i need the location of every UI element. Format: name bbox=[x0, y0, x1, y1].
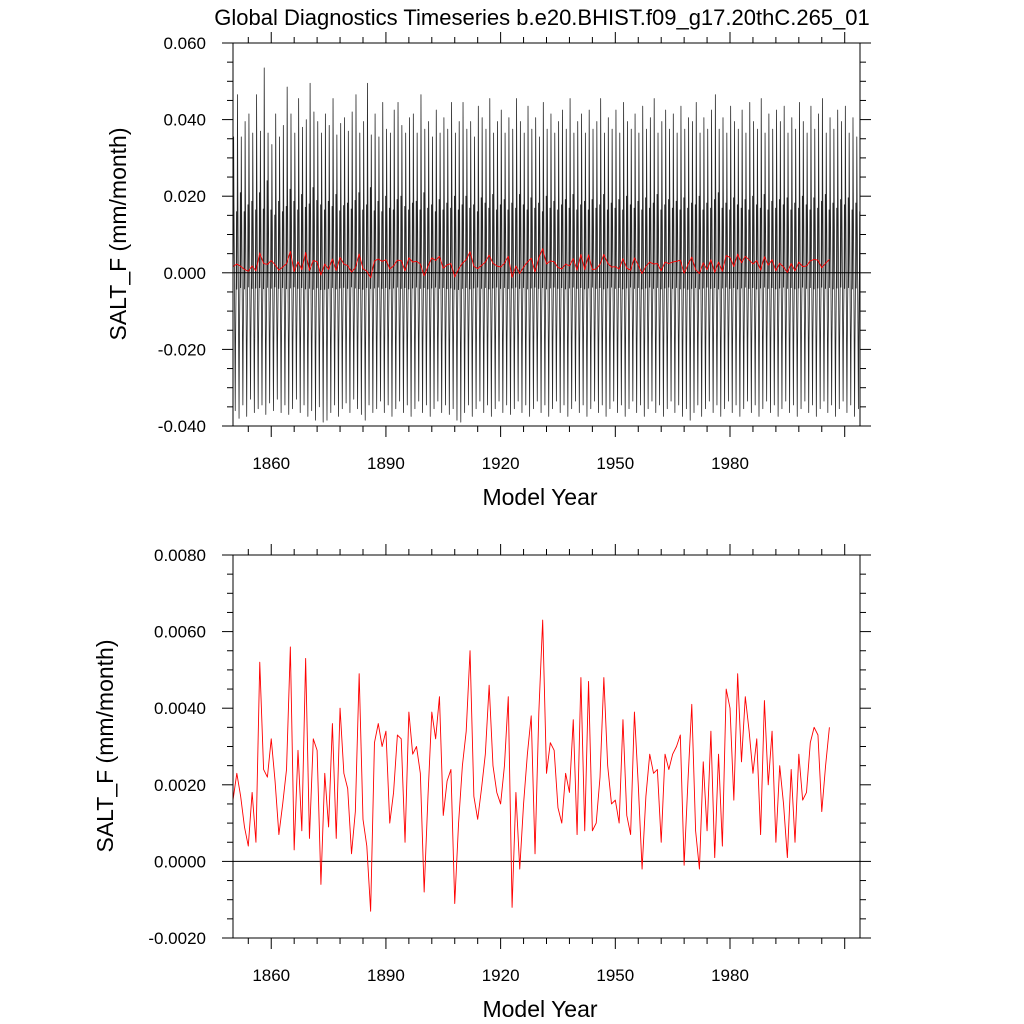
bottom-y-tick-label: 0.0080 bbox=[154, 546, 206, 565]
bottom-x-axis-label: Model Year bbox=[482, 996, 597, 1022]
bottom-annual-mean-line bbox=[232, 619, 830, 912]
bottom-y-tick-label: 0.0020 bbox=[154, 776, 206, 795]
top-y-tick-label: -0.020 bbox=[158, 340, 206, 359]
top-axis-ticks: -0.040 -0.020 0.000 0.020 0.040 0.060 1860 1890… bbox=[158, 32, 871, 473]
top-x-axis-label: Model Year bbox=[482, 484, 597, 510]
bottom-y-tick-label: 0.0040 bbox=[154, 699, 206, 718]
top-x-tick-label: 1980 bbox=[711, 454, 749, 473]
top-monthly-series-line bbox=[232, 67, 861, 423]
bottom-x-tick-label: 1920 bbox=[482, 966, 520, 985]
bottom-axis-ticks: -0.0020 0.0000 0.0020 0.0040 0.0060 0.0080 186… bbox=[148, 544, 871, 985]
top-x-tick-label: 1950 bbox=[596, 454, 634, 473]
bottom-y-tick-label: -0.0020 bbox=[148, 929, 206, 948]
top-y-tick-label: 0.020 bbox=[163, 187, 206, 206]
bottom-y-tick-label: 0.0060 bbox=[154, 623, 206, 642]
top-y-tick-label: 0.060 bbox=[163, 34, 206, 53]
bottom-y-axis-label: SALT_F (mm/month) bbox=[92, 640, 118, 853]
bottom-panel: -0.0020 0.0000 0.0020 0.0040 0.0060 0.0080 186… bbox=[92, 544, 871, 1022]
top-y-tick-label: 0.000 bbox=[163, 264, 206, 283]
top-y-tick-label: 0.040 bbox=[163, 111, 206, 130]
bottom-x-tick-label: 1860 bbox=[252, 966, 290, 985]
bottom-y-tick-label: 0.0000 bbox=[154, 852, 206, 871]
top-x-tick-label: 1920 bbox=[482, 454, 520, 473]
top-panel: -0.040 -0.020 0.000 0.020 0.040 0.060 1860 1890… bbox=[105, 32, 871, 510]
top-y-axis-label: SALT_F (mm/month) bbox=[105, 128, 131, 341]
bottom-series-group bbox=[232, 619, 860, 912]
top-x-tick-label: 1890 bbox=[367, 454, 405, 473]
bottom-x-tick-label: 1950 bbox=[596, 966, 634, 985]
top-series-group bbox=[232, 67, 861, 423]
top-x-tick-label: 1860 bbox=[252, 454, 290, 473]
bottom-x-tick-label: 1980 bbox=[711, 966, 749, 985]
top-y-tick-label: -0.040 bbox=[158, 417, 206, 436]
top-annual-mean-line bbox=[232, 248, 830, 279]
bottom-plot-frame bbox=[232, 554, 861, 939]
bottom-x-tick-label: 1890 bbox=[367, 966, 405, 985]
chart-title: Global Diagnostics Timeseries b.e20.BHIS… bbox=[214, 5, 870, 30]
